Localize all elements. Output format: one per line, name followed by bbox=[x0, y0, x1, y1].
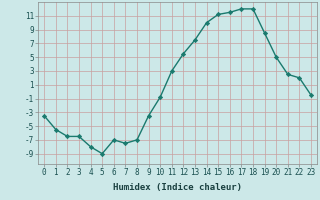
X-axis label: Humidex (Indice chaleur): Humidex (Indice chaleur) bbox=[113, 183, 242, 192]
